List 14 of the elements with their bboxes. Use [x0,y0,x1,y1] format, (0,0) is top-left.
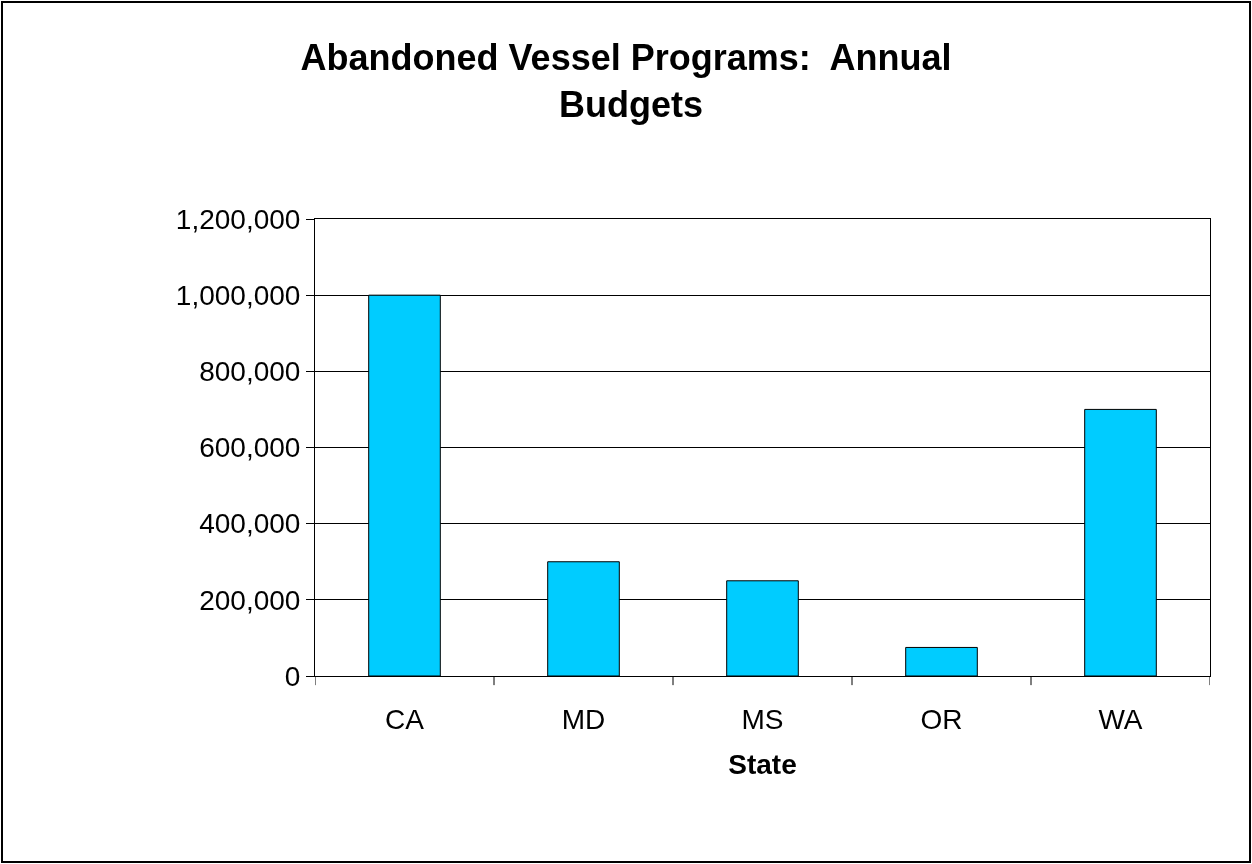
x-axis-title: State [728,748,797,780]
y-tick-label: 800,000 [199,356,301,388]
y-tick-label: 600,000 [199,432,301,464]
y-tick-label: 200,000 [199,584,301,616]
x-tick-label: OR [920,703,963,735]
y-tick-label: 1,000,000 [175,279,301,311]
y-tick-label: 1,200,000 [175,203,301,235]
x-tick-label: MS [741,703,784,735]
x-tick-label: CA [385,703,425,735]
chart-title: Abandoned Vessel Programs: Annual Budgets [300,37,952,125]
x-tick-label: WA [1098,703,1143,735]
x-tick-label: MD [561,703,606,735]
y-tick-label: 400,000 [199,508,301,540]
y-tick-label: 0 [284,660,301,692]
